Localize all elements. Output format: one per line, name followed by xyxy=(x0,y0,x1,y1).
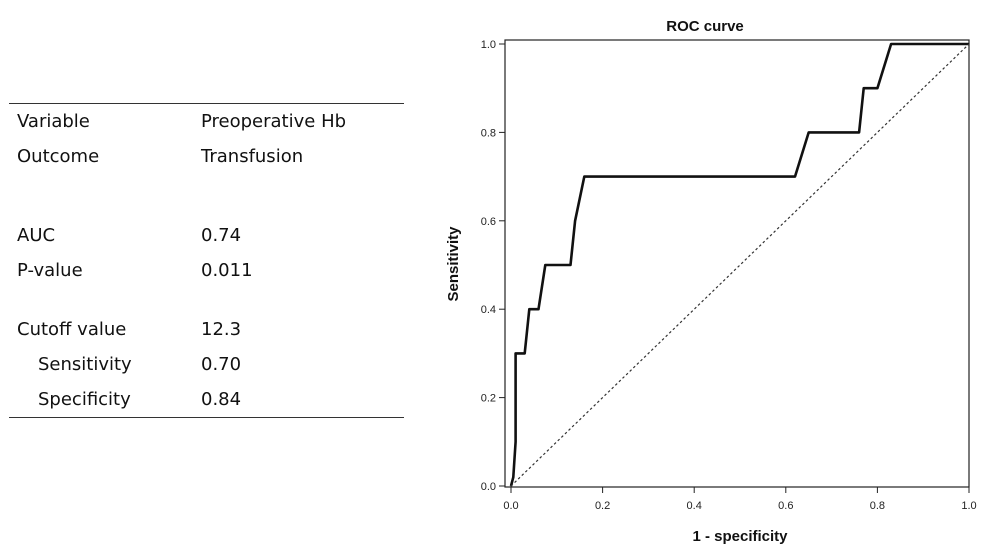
x-tick-label: 0.4 xyxy=(687,500,702,512)
y-tick-label: 0.2 xyxy=(481,393,496,405)
roc-point xyxy=(528,308,530,310)
y-tick-label: 0.0 xyxy=(481,481,496,493)
roc-point xyxy=(537,308,540,310)
roc-point xyxy=(808,131,810,133)
series-group xyxy=(509,42,970,487)
y-tick-label: 0.6 xyxy=(481,216,496,228)
row-value: Transfusion xyxy=(201,146,304,167)
row-label: Outcome xyxy=(17,146,100,167)
plot-frame xyxy=(504,39,970,488)
results-table: Variable Preoperative Hb Outcome Transfu… xyxy=(9,103,404,418)
y-axis-label: Sensitivity xyxy=(445,226,462,302)
row-label: Sensitivity xyxy=(38,354,132,375)
roc-point xyxy=(514,352,517,354)
table-row-cutoff: Cutoff value 12.3 xyxy=(9,312,404,347)
row-value: 12.3 xyxy=(201,319,242,340)
reference-line xyxy=(510,43,970,487)
table-row-sensitivity: Sensitivity 0.70 xyxy=(9,347,404,382)
roc-point xyxy=(512,476,514,478)
axes: 0.0 0.2 0.4 0.6 0.8 1.0 0.0 0.2 0.4 0.6 0.8 1.0 xyxy=(481,39,977,512)
bottom-rule xyxy=(9,417,404,418)
row-value: 0.74 xyxy=(201,225,242,246)
y-tick-label: 0.8 xyxy=(481,127,496,139)
table-row-pvalue: P-value 0.011 xyxy=(9,253,404,288)
roc-point xyxy=(583,176,585,178)
roc-point xyxy=(574,220,576,222)
x-tick-label: 0.2 xyxy=(595,500,610,512)
x-tick-label: 0.0 xyxy=(503,500,518,512)
row-value: 0.84 xyxy=(201,389,242,410)
row-label: Variable xyxy=(17,111,90,132)
roc-point xyxy=(569,264,572,266)
roc-point xyxy=(544,264,546,266)
row-label: Specificity xyxy=(38,389,131,410)
row-value: 0.011 xyxy=(201,260,253,281)
row-label: AUC xyxy=(17,225,56,246)
row-value: Preoperative Hb xyxy=(201,111,347,132)
roc-point xyxy=(863,87,865,89)
roc-point xyxy=(524,352,526,354)
chart-title: ROC curve xyxy=(666,18,744,35)
x-tick-label: 1.0 xyxy=(961,500,976,512)
row-value: 0.70 xyxy=(201,354,242,375)
table-row-outcome: Outcome Transfusion xyxy=(9,139,404,174)
roc-point xyxy=(890,43,892,45)
x-axis-label: 1 - specificity xyxy=(692,528,788,545)
x-tick-label: 0.8 xyxy=(870,500,885,512)
y-tick-label: 1.0 xyxy=(481,39,496,51)
x-tick-label: 0.6 xyxy=(778,500,793,512)
roc-point xyxy=(858,131,860,133)
roc-point xyxy=(514,441,517,443)
roc-point xyxy=(876,87,878,89)
y-tick-label: 0.4 xyxy=(481,304,496,316)
row-label: P-value xyxy=(17,260,83,281)
roc-curve-line xyxy=(509,42,969,487)
table-row-specificity: Specificity 0.84 xyxy=(9,382,404,417)
top-rule xyxy=(9,103,404,104)
table-row-auc: AUC 0.74 xyxy=(9,218,404,253)
roc-point xyxy=(794,176,796,178)
table-row-variable: Variable Preoperative Hb xyxy=(9,104,404,139)
row-label: Cutoff value xyxy=(17,319,127,340)
roc-chart: ROC curve 0.0 0.2 0.4 0.6 0.8 1.0 0.0 0.2 0.4 0.6… xyxy=(445,18,977,545)
